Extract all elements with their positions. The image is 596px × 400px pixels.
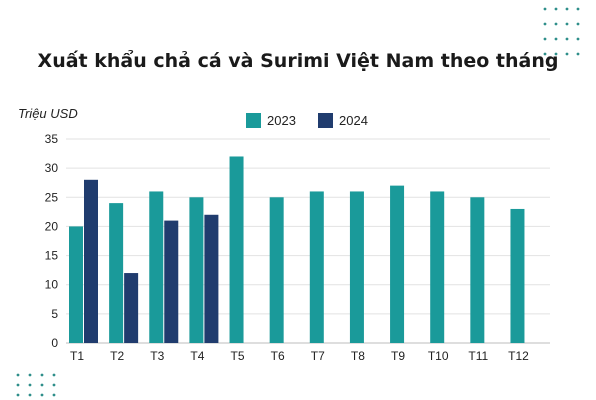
- legend-label-2023: 2023: [267, 113, 296, 128]
- decor-dot: [28, 383, 32, 387]
- bar-2024-T4: [204, 214, 219, 343]
- y-axis-label: Triệu USD: [18, 106, 78, 121]
- bar-2023-T6: [269, 197, 284, 343]
- decor-dot: [16, 373, 20, 377]
- decor-dot: [16, 383, 20, 387]
- y-tick-label: 35: [45, 132, 59, 146]
- decor-dot: [543, 52, 547, 56]
- decor-dot: [543, 22, 547, 26]
- legend-swatch-2023: [246, 113, 261, 128]
- x-tick-label: T3: [150, 349, 164, 363]
- decor-dot: [576, 7, 580, 11]
- x-tick-label: T10: [428, 349, 449, 363]
- bars: [69, 156, 525, 343]
- decor-dot: [543, 37, 547, 41]
- x-tick-label: T12: [508, 349, 529, 363]
- decor-dot: [28, 393, 32, 397]
- x-tick-label: T1: [70, 349, 84, 363]
- decor-dot: [565, 52, 569, 56]
- bar-2023-T2: [109, 203, 124, 343]
- bar-2023-T8: [349, 191, 364, 343]
- decorative-dots-bottom-left: [16, 373, 56, 397]
- bar-2023-T10: [430, 191, 445, 343]
- decor-dot: [554, 22, 558, 26]
- x-tick-label: T8: [351, 349, 365, 363]
- x-tick-label: T4: [190, 349, 204, 363]
- decor-dot: [565, 37, 569, 41]
- decor-dot: [40, 393, 44, 397]
- bar-2024-T1: [84, 179, 98, 343]
- bar-2023-T5: [229, 156, 244, 343]
- decor-dot: [565, 22, 569, 26]
- decor-dot: [554, 7, 558, 11]
- y-tick-label: 5: [51, 307, 58, 321]
- y-tick-label: 30: [45, 161, 59, 175]
- decor-dot: [52, 383, 56, 387]
- decor-dot: [52, 393, 56, 397]
- y-axis-ticks: 0 5 10 15 20 25 30 35: [45, 132, 59, 350]
- legend: 2023 2024: [246, 113, 368, 128]
- decor-dot: [576, 37, 580, 41]
- bar-2023-T4: [189, 197, 204, 343]
- y-tick-label: 15: [45, 249, 59, 263]
- decorative-dots-top-right: [543, 7, 580, 56]
- bar-2023-T1: [69, 226, 83, 343]
- y-tick-label: 10: [45, 278, 59, 292]
- decor-dot: [543, 7, 547, 11]
- x-tick-label: T6: [271, 349, 285, 363]
- bar-2024-T2: [124, 273, 139, 343]
- bar-2023-T7: [309, 191, 324, 343]
- y-tick-label: 25: [45, 190, 59, 204]
- x-tick-label: T2: [110, 349, 124, 363]
- gridlines: [66, 138, 550, 344]
- bar-2023-T9: [390, 185, 405, 343]
- decor-dot: [576, 22, 580, 26]
- y-tick-label: 0: [51, 336, 58, 350]
- legend-label-2024: 2024: [339, 113, 368, 128]
- bar-2023-T11: [470, 197, 485, 343]
- decor-dot: [554, 52, 558, 56]
- decor-dot: [40, 373, 44, 377]
- bar-2023-T12: [510, 208, 525, 343]
- chart-title: Xuất khẩu chả cá và Surimi Việt Nam theo…: [38, 49, 559, 72]
- x-tick-label: T9: [391, 349, 405, 363]
- decor-dot: [28, 373, 32, 377]
- decor-dot: [16, 393, 20, 397]
- bar-2024-T3: [164, 220, 179, 343]
- decor-dot: [576, 52, 580, 56]
- x-tick-label: T11: [468, 349, 488, 363]
- decor-dot: [40, 383, 44, 387]
- x-tick-label: T5: [231, 349, 245, 363]
- y-tick-label: 20: [45, 219, 59, 233]
- decor-dot: [554, 37, 558, 41]
- decor-dot: [565, 7, 569, 11]
- legend-swatch-2024: [318, 113, 333, 128]
- x-tick-label: T7: [311, 349, 325, 363]
- decor-dot: [52, 373, 56, 377]
- x-axis-ticks: T1 T2 T3 T4 T5 T6 T7 T8 T9 T10 T11 T12: [70, 349, 529, 363]
- bar-2023-T3: [149, 191, 164, 343]
